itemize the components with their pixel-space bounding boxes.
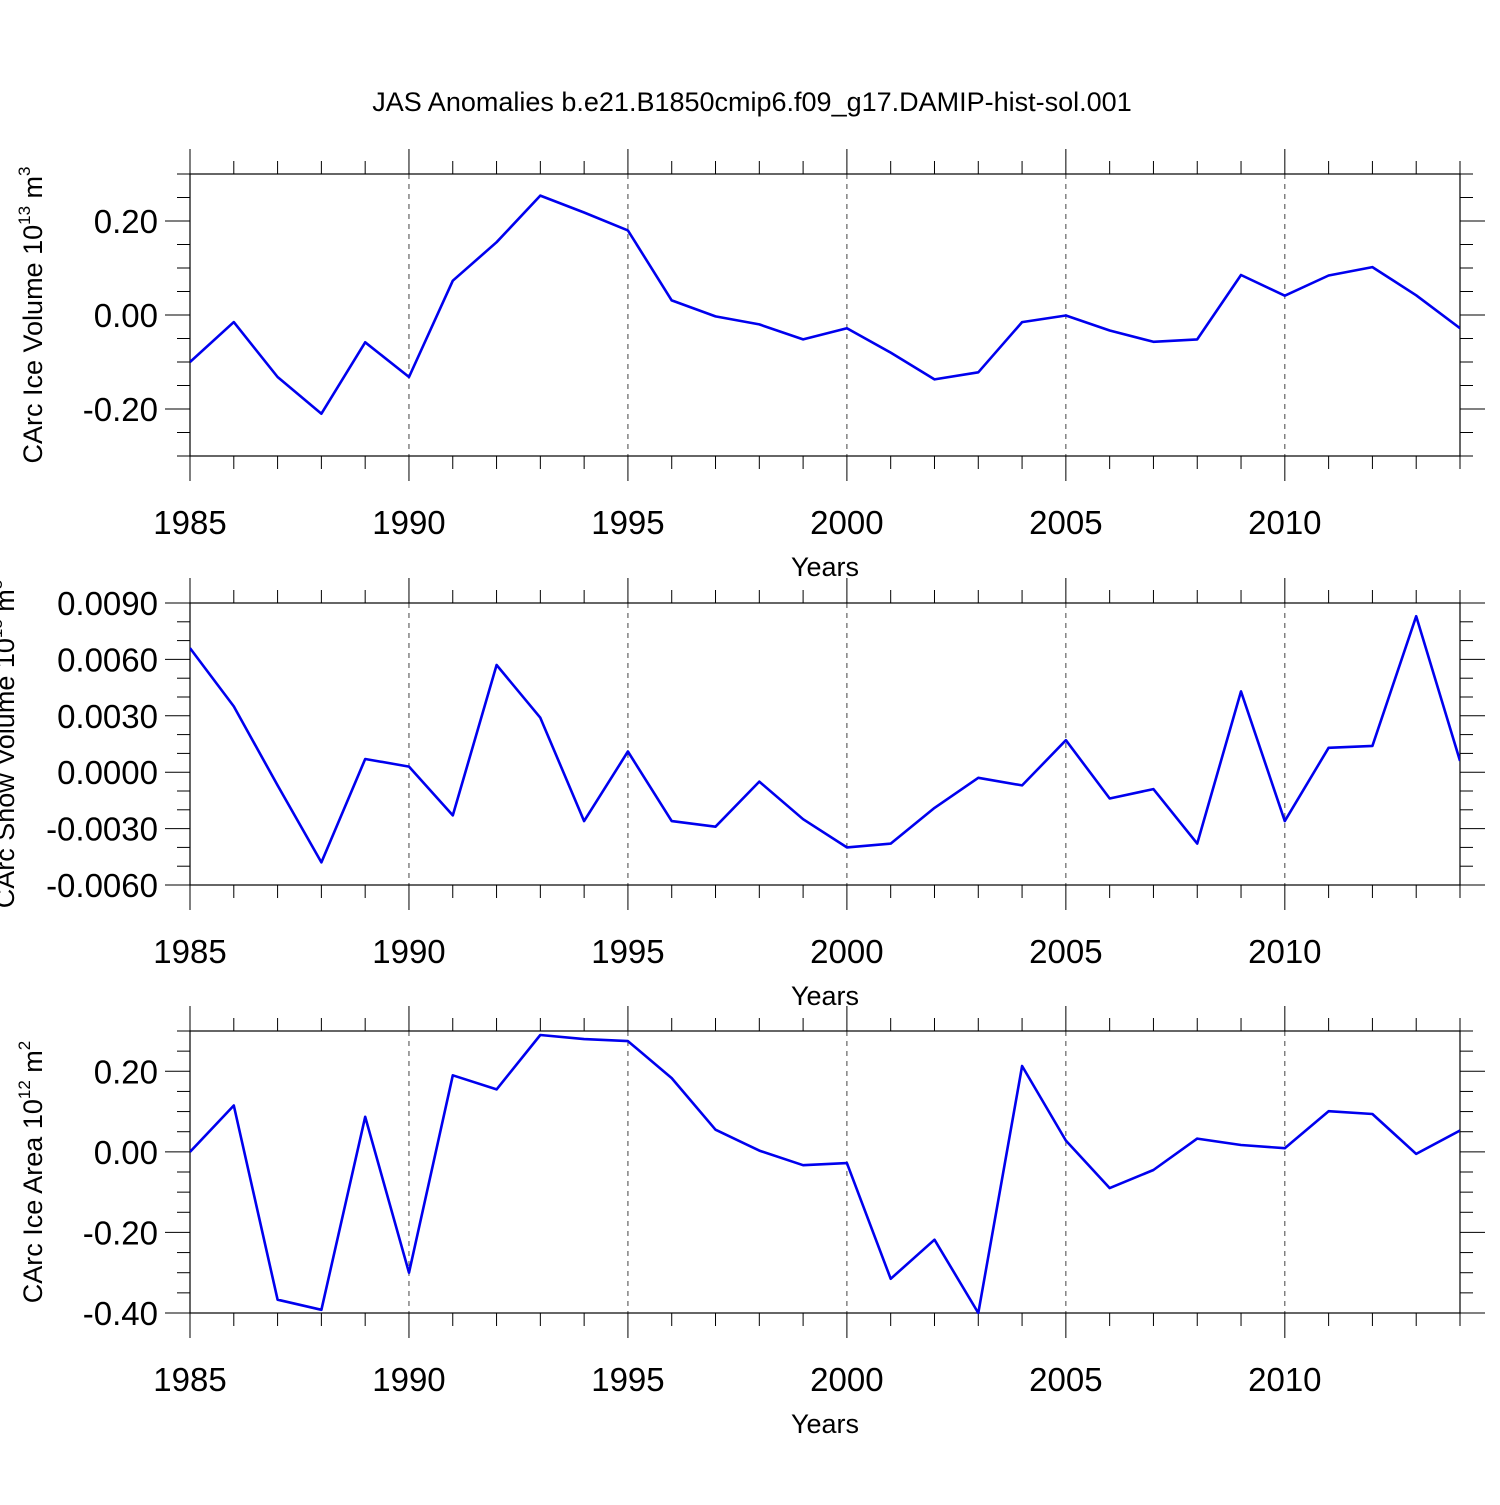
x-tick-label: 2000 [810, 933, 883, 970]
y-tick-label: 0.00 [94, 1134, 158, 1171]
y-tick-label: 0.0060 [57, 641, 158, 678]
chart-title: JAS Anomalies b.e21.B1850cmip6.f09_g17.D… [372, 87, 1131, 117]
plot-frame [189, 173, 1461, 457]
y-tick-label: 0.0000 [57, 754, 158, 791]
x-tick-label: 2005 [1029, 933, 1102, 970]
panel-1: 1985 1990 1995 2000 2005 2010 Years -0.20 0.00 0.… [15, 149, 1485, 582]
panel-3: 1985 1990 1995 2000 2005 2010 Years -0.40 -0.20 0… [15, 1006, 1485, 1439]
y-tick-label: -0.40 [83, 1295, 158, 1332]
x-tick-label: 2000 [810, 504, 883, 541]
y-tick-label: -0.20 [83, 391, 158, 428]
x-tick-label: 2005 [1029, 504, 1102, 541]
y-tick-label: 0.20 [94, 1053, 158, 1090]
x-tick-label: 1985 [153, 504, 226, 541]
x-tick-label: 1985 [153, 1361, 226, 1398]
y-tick-label: -0.20 [83, 1214, 158, 1251]
y-tick-label: 0.20 [94, 203, 158, 240]
x-tick-label: 1995 [591, 1361, 664, 1398]
y-tick-label: 0.00 [94, 297, 158, 334]
x-tick-label: 1995 [591, 933, 664, 970]
y-axis-label: CArc Ice Volume 1013 m3 [15, 166, 48, 463]
x-tick-label: 1990 [372, 504, 445, 541]
y-tick-label: -0.0060 [46, 867, 158, 904]
x-axis-label: Years [791, 552, 859, 582]
x-axis-label: Years [791, 981, 859, 1011]
x-tick-label: 1995 [591, 504, 664, 541]
plot-frame [189, 602, 1461, 886]
x-tick-label: 2010 [1248, 1361, 1321, 1398]
panel-2: 1985 1990 1995 2000 2005 2010 Years -0.0060 -0.0… [0, 578, 1485, 1011]
series-line [190, 194, 1460, 416]
y-axis-label: CArc Snow Volume 1013 m3 [0, 580, 20, 909]
x-tick-label: 2010 [1248, 933, 1321, 970]
x-tick-label: 1990 [372, 933, 445, 970]
series-line [190, 614, 1460, 864]
y-tick-label: 0.0090 [57, 585, 158, 622]
x-tick-label: 1985 [153, 933, 226, 970]
series-line [190, 1033, 1460, 1314]
y-tick-label: 0.0030 [57, 698, 158, 735]
x-tick-label: 2000 [810, 1361, 883, 1398]
x-tick-label: 2005 [1029, 1361, 1102, 1398]
y-tick-label: -0.0030 [46, 811, 158, 848]
x-tick-label: 1990 [372, 1361, 445, 1398]
y-axis-label: CArc Ice Area 1012 m2 [15, 1041, 48, 1304]
x-tick-label: 2010 [1248, 504, 1321, 541]
x-axis-label: Years [791, 1409, 859, 1439]
